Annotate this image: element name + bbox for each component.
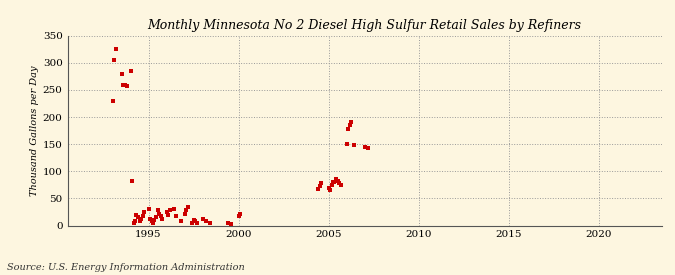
Point — [344, 123, 355, 127]
Point — [164, 208, 175, 213]
Point — [157, 217, 167, 221]
Point — [153, 211, 164, 216]
Point — [116, 72, 127, 76]
Point — [182, 204, 193, 209]
Point — [130, 219, 140, 223]
Point — [327, 180, 338, 184]
Point — [187, 221, 198, 225]
Point — [191, 221, 202, 225]
Point — [152, 208, 163, 213]
Point — [176, 219, 187, 223]
Point — [314, 184, 325, 189]
Point — [315, 181, 326, 185]
Point — [134, 219, 145, 223]
Point — [333, 181, 344, 185]
Point — [332, 179, 343, 183]
Point — [128, 221, 139, 225]
Text: Source: U.S. Energy Information Administration: Source: U.S. Energy Information Administ… — [7, 263, 244, 272]
Point — [331, 177, 342, 182]
Point — [133, 215, 144, 219]
Point — [137, 214, 148, 218]
Point — [136, 217, 146, 221]
Point — [155, 214, 166, 218]
Point — [109, 58, 119, 62]
Point — [119, 82, 130, 87]
Point — [326, 183, 337, 187]
Point — [329, 180, 340, 184]
Point — [188, 218, 199, 222]
Point — [131, 213, 142, 217]
Point — [335, 183, 346, 187]
Point — [342, 127, 353, 131]
Title: Monthly Minnesota No 2 Diesel High Sulfur Retail Sales by Refiners: Monthly Minnesota No 2 Diesel High Sulfu… — [148, 19, 581, 32]
Point — [148, 221, 159, 225]
Point — [233, 214, 244, 218]
Y-axis label: Thousand Gallons per Day: Thousand Gallons per Day — [30, 65, 38, 196]
Point — [179, 211, 190, 216]
Point — [234, 211, 245, 216]
Point — [143, 207, 154, 211]
Point — [325, 188, 335, 192]
Point — [163, 213, 173, 217]
Point — [200, 219, 211, 223]
Point — [110, 47, 121, 51]
Point — [117, 82, 128, 87]
Point — [126, 179, 137, 183]
Point — [323, 185, 334, 190]
Point — [180, 208, 191, 213]
Point — [125, 69, 136, 73]
Point — [225, 222, 236, 226]
Point — [151, 215, 161, 219]
Point — [161, 210, 172, 214]
Point — [144, 217, 155, 221]
Point — [359, 145, 370, 149]
Point — [349, 143, 360, 147]
Point — [122, 83, 133, 88]
Point — [107, 99, 118, 103]
Point — [346, 120, 356, 125]
Point — [197, 217, 208, 221]
Point — [190, 219, 200, 223]
Point — [223, 221, 234, 225]
Point — [138, 210, 149, 214]
Point — [313, 186, 323, 191]
Point — [170, 214, 181, 218]
Point — [169, 207, 180, 211]
Point — [205, 221, 215, 225]
Point — [149, 218, 160, 222]
Point — [146, 219, 157, 223]
Point — [341, 142, 352, 146]
Point — [362, 146, 373, 150]
